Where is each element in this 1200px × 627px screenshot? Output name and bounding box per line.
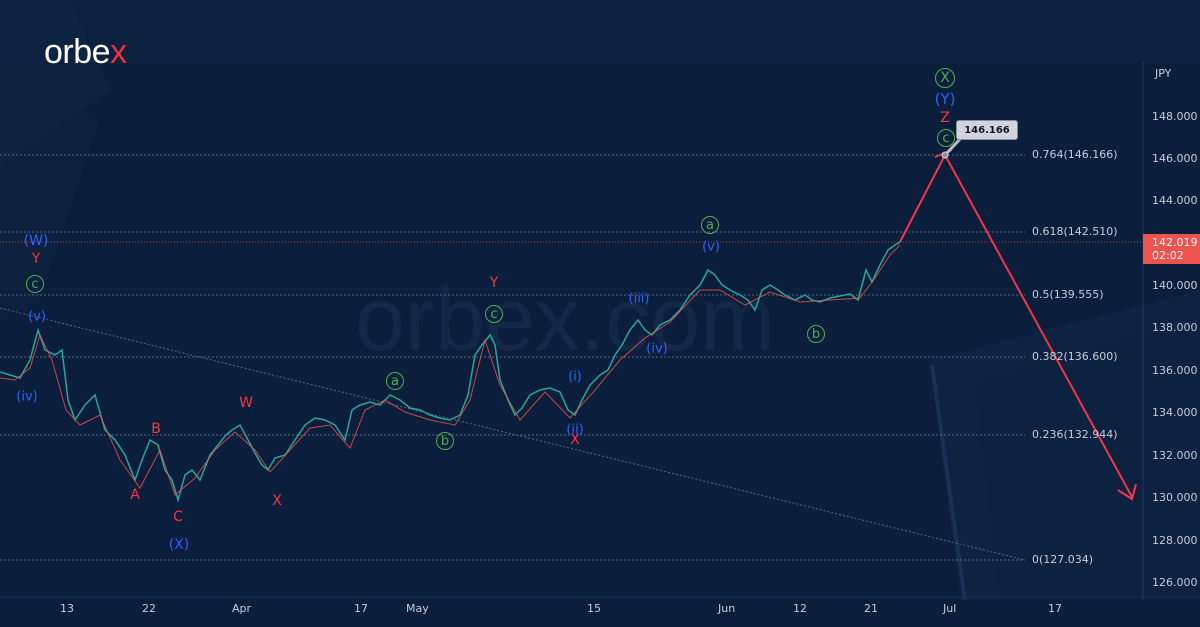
fib-level-label: 0.236(132.944) xyxy=(1032,428,1118,441)
time-tick: 12 xyxy=(793,602,807,615)
wave-label: (i) xyxy=(568,369,582,385)
wave-label: a xyxy=(386,372,404,390)
price-tick: 126.000 xyxy=(1152,576,1198,589)
time-tick: 17 xyxy=(354,602,368,615)
fib-level-label: 0(127.034) xyxy=(1032,553,1094,566)
wave-label: (W) xyxy=(23,233,49,249)
wave-label: Z xyxy=(940,110,950,126)
wave-label: (Y) xyxy=(934,90,956,108)
time-tick: 17 xyxy=(1048,602,1062,615)
wave-label: (ii) xyxy=(566,422,584,438)
wave-label: (iv) xyxy=(16,389,38,405)
price-tick: 134.000 xyxy=(1152,406,1198,419)
wave-label: A xyxy=(130,487,140,503)
price-tick: 130.000 xyxy=(1152,491,1198,504)
bar-countdown: 02:02 xyxy=(1152,249,1184,262)
time-tick: Apr xyxy=(232,602,252,615)
time-tick: 22 xyxy=(142,602,156,615)
time-tick: 15 xyxy=(587,602,601,615)
wave-label: C xyxy=(173,509,183,525)
currency-label: JPY xyxy=(1155,67,1172,80)
wave-label: (iv) xyxy=(646,341,668,357)
wave-label: B xyxy=(151,421,161,437)
wave-label: (v) xyxy=(702,239,720,255)
fib-level-label: 0.764(146.166) xyxy=(1032,148,1118,161)
wave-label: X xyxy=(935,68,955,88)
price-tick: 148.000 xyxy=(1152,110,1198,123)
svg-text:orbex.com: orbex.com xyxy=(355,270,775,370)
time-tick: May xyxy=(406,602,429,615)
wave-label: Y xyxy=(489,275,499,291)
time-tick: 13 xyxy=(60,602,74,615)
fib-level-label: 0.5(139.555) xyxy=(1032,288,1104,301)
wave-label: Y xyxy=(31,251,41,267)
wave-label: X xyxy=(272,493,282,509)
price-tick: 128.000 xyxy=(1152,534,1198,547)
wave-label: c xyxy=(485,305,503,323)
time-tick: Jun xyxy=(718,602,736,615)
current-price-tag: 142.019 02:02 xyxy=(1143,234,1200,264)
wave-label: (v) xyxy=(28,309,46,325)
price-tick: 138.000 xyxy=(1152,321,1198,334)
target-price-callout: 146.166 xyxy=(956,120,1018,140)
wave-label: b xyxy=(436,432,454,450)
brand-logo: orbex xyxy=(44,33,127,71)
fib-level-label: 0.618(142.510) xyxy=(1032,225,1118,238)
wave-label: (iii) xyxy=(628,291,650,307)
price-tick: 136.000 xyxy=(1152,364,1198,377)
price-tick: 132.000 xyxy=(1152,449,1198,462)
wave-label: c xyxy=(26,275,44,293)
price-tick: 144.000 xyxy=(1152,194,1198,207)
fib-level-label: 0.382(136.600) xyxy=(1032,350,1118,363)
wave-label: W xyxy=(239,395,253,411)
wave-label: (X) xyxy=(168,537,190,553)
current-price: 142.019 xyxy=(1152,236,1198,249)
wave-label: b xyxy=(807,325,825,343)
wave-label: c xyxy=(937,129,955,147)
time-tick: 21 xyxy=(864,602,878,615)
price-tick: 146.000 xyxy=(1152,152,1198,165)
time-tick: Jul xyxy=(943,602,957,615)
price-tick: 140.000 xyxy=(1152,279,1198,292)
wave-label: a xyxy=(701,216,719,234)
wave-label: X xyxy=(570,432,580,448)
